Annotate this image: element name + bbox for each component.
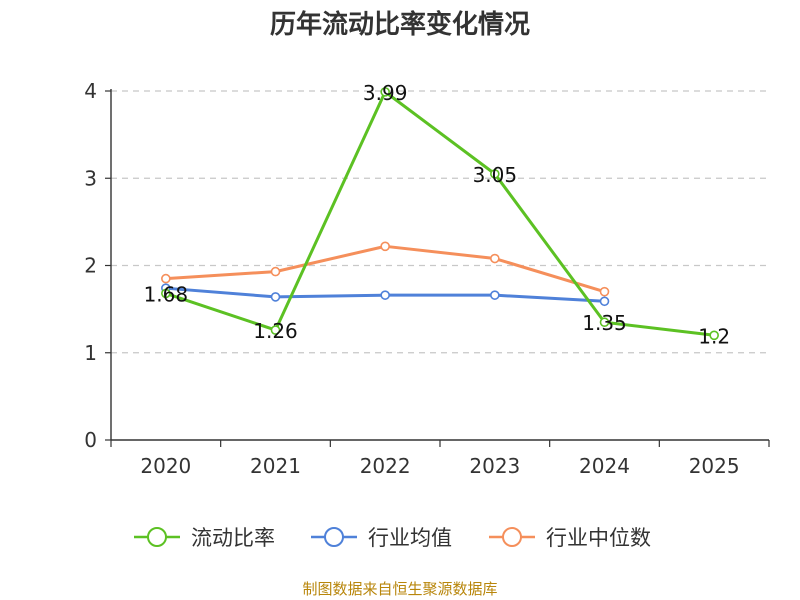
chart-title: 历年流动比率变化情况 [269, 10, 530, 40]
y-tick-label: 4 [84, 79, 97, 103]
legend-item-0[interactable]: 流动比率 [134, 526, 275, 550]
source-note: 制图数据来自恒生聚源数据库 [302, 580, 498, 598]
data-point [270, 292, 281, 302]
data-label: 1.35 [582, 311, 627, 335]
legend-item-2[interactable]: 行业中位数 [489, 526, 651, 550]
data-point [709, 330, 719, 341]
legend[interactable]: 流动比率 行业均值 行业中位数 [134, 526, 651, 550]
legend-label: 行业均值 [368, 526, 452, 550]
legend-marker-icon [324, 527, 344, 547]
data-point [490, 253, 500, 264]
series-line-0 [165, 90, 715, 337]
x-tick-label: 2021 [250, 454, 301, 478]
data-point [161, 273, 171, 284]
data-point [270, 325, 281, 335]
data-point [599, 317, 610, 328]
data-point [490, 169, 500, 179]
y-tick-label: 0 [84, 428, 97, 452]
data-point [270, 266, 281, 277]
series-layer [161, 87, 719, 341]
data-point [599, 296, 610, 307]
data-point [380, 241, 390, 252]
x-tick-label: 2022 [360, 454, 411, 478]
data-label: 1.68 [144, 282, 189, 306]
legend-marker-icon [502, 527, 522, 547]
data-point [490, 290, 500, 300]
legend-marker-icon [147, 527, 167, 547]
data-point [161, 288, 171, 299]
legend-item-1[interactable]: 行业均值 [311, 526, 452, 550]
data-label: 3.05 [473, 163, 518, 187]
x-tick-label: 2020 [140, 454, 191, 478]
legend-label: 行业中位数 [546, 526, 651, 550]
gridlines [111, 90, 769, 354]
x-tick-label: 2023 [469, 454, 520, 478]
y-tick-label: 3 [84, 166, 97, 190]
data-label: 1.2 [698, 324, 730, 348]
y-tick-label: 1 [84, 341, 97, 365]
y-tick-label: 2 [84, 254, 97, 278]
data-label: 3.99 [363, 81, 408, 105]
axes: 0 1 2 3 4 2020 2021 2022 2023 2024 2025 [84, 79, 770, 478]
data-point [380, 290, 390, 300]
data-label: 1.26 [253, 319, 298, 343]
data-labels: 1.68 1.26 3.99 3.05 1.35 1.2 [144, 81, 731, 348]
data-point [380, 87, 390, 97]
x-tick-label: 2024 [579, 454, 630, 478]
x-tick-label: 2025 [689, 454, 740, 478]
legend-label: 流动比率 [191, 526, 275, 550]
series-line-2 [165, 244, 605, 294]
data-point [599, 286, 610, 297]
